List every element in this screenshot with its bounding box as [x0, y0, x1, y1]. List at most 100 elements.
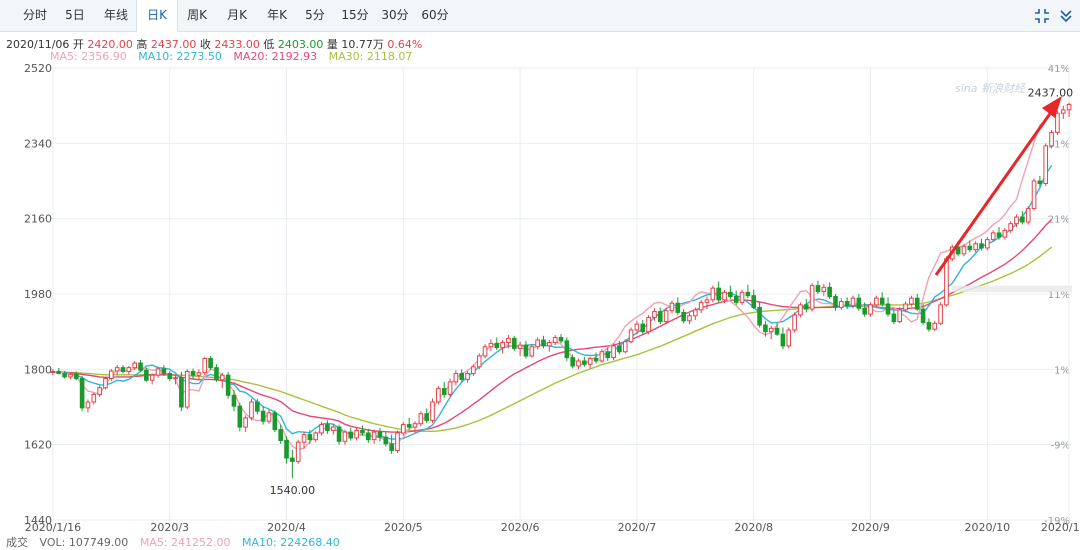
candle-body — [587, 357, 593, 365]
watermark-logo: sina 新浪财经 — [955, 82, 1026, 95]
chevron-down-icon[interactable] — [1058, 8, 1074, 24]
candle-body — [582, 360, 587, 365]
candle-body — [1025, 208, 1031, 223]
candle-body — [1002, 229, 1008, 238]
candle-body — [763, 324, 768, 333]
candle-body — [424, 413, 429, 421]
candle-body — [593, 357, 599, 362]
pct-tick-label: 31% — [1048, 139, 1070, 150]
candle-body — [833, 296, 838, 308]
ma10-legend: MA10: 2273.50 — [138, 50, 222, 63]
candle-body — [675, 302, 681, 313]
candle-body — [932, 322, 938, 330]
x-tick-label: 2020/3 — [150, 521, 189, 534]
pct-tick-label: 11% — [1048, 290, 1070, 301]
candle-body — [1043, 145, 1049, 185]
candle-body — [494, 342, 500, 349]
candle-body — [955, 246, 961, 255]
candle-body — [313, 432, 319, 441]
x-tick-label: 2020/7 — [618, 521, 657, 534]
candle-body — [716, 287, 721, 301]
candle-body — [803, 304, 809, 310]
candle-body — [657, 311, 663, 323]
candle-body — [73, 373, 79, 380]
y-tick-label: 1980 — [24, 288, 52, 301]
candle-body — [885, 303, 891, 315]
candle-body — [687, 315, 692, 322]
candle-body — [138, 362, 143, 371]
trend-arrow-head — [1042, 96, 1062, 118]
candle-body — [576, 360, 581, 367]
candle-body — [768, 327, 774, 333]
candle-body — [862, 307, 867, 315]
tab-intraday[interactable]: 分时 — [22, 8, 47, 22]
candle-body — [307, 434, 313, 441]
candle-body — [652, 311, 657, 318]
candle-body — [167, 373, 173, 380]
x-tick-label: 2020/4 — [267, 521, 306, 534]
tab-15min[interactable]: 15分 — [341, 8, 369, 22]
candle-body — [967, 245, 973, 251]
candle-body — [798, 304, 803, 316]
y-tick-label: 1440 — [24, 514, 52, 527]
candle-body — [745, 291, 751, 297]
candle-body — [511, 337, 517, 349]
x-tick-label: 2020/11/6 — [1041, 521, 1080, 534]
candle-body — [155, 368, 161, 376]
candle-body — [109, 370, 114, 380]
tab-5day[interactable]: 5日 — [65, 8, 85, 22]
candle-body — [126, 367, 132, 372]
candle-body — [295, 441, 301, 462]
candle-body — [360, 429, 365, 434]
candle-body — [611, 345, 616, 359]
pct-tick-label: 21% — [1048, 215, 1070, 226]
candle-body — [62, 373, 67, 378]
candle-body — [91, 393, 97, 403]
candle-body — [564, 340, 570, 359]
price-band — [952, 285, 1072, 292]
candle-body — [412, 423, 418, 428]
candle-body — [395, 432, 400, 452]
candle-body — [850, 297, 856, 307]
tab-daily-k[interactable]: 日K — [136, 0, 178, 32]
candle-body — [558, 337, 564, 342]
candle-body — [179, 377, 184, 408]
candle-body — [383, 436, 389, 445]
tab-weekly-k[interactable]: 周K — [187, 8, 207, 22]
candlestick-chart: 2520 41% 2340 31% 2160 21% 1980 11% 1800 1% 1620 -9… — [24, 62, 1080, 534]
pct-tick-label: -19% — [1044, 516, 1070, 527]
tab-yearly-k[interactable]: 年K — [267, 8, 287, 22]
ma30-line — [52, 246, 1053, 432]
candle-body — [68, 373, 73, 378]
info-vol: 10.77万 — [341, 38, 384, 51]
fullscreen-icon[interactable] — [1034, 8, 1050, 24]
tab-5min[interactable]: 5分 — [305, 8, 325, 22]
tab-year-line[interactable]: 年线 — [103, 8, 128, 22]
ohlc-info-line: 2020/11/06 开 2420.00 高 2437.00 收 2433.00… — [6, 36, 422, 52]
candle-body — [914, 297, 920, 310]
candle-body — [249, 401, 254, 419]
ma5-legend: MA5: 2356.90 — [50, 50, 127, 63]
candle-body — [342, 431, 348, 442]
candle-body — [844, 301, 850, 307]
info-low: 2403.00 — [277, 38, 324, 51]
candle-body — [237, 405, 243, 428]
tab-60min[interactable]: 60分 — [421, 8, 449, 22]
candle-body — [786, 329, 792, 347]
info-low-label: 低 — [263, 38, 275, 51]
candle-body — [161, 368, 167, 375]
candle-body — [1020, 216, 1025, 223]
candle-body — [319, 424, 324, 434]
candle-body — [897, 309, 903, 323]
candle-body — [1031, 180, 1037, 210]
y-tick-label: 2160 — [24, 213, 52, 226]
candle-body — [1066, 103, 1072, 111]
tab-monthly-k[interactable]: 月K — [227, 8, 247, 22]
candle-body — [430, 401, 435, 421]
tab-30min[interactable]: 30分 — [381, 8, 409, 22]
candle-body — [190, 370, 196, 376]
candle-body — [56, 370, 62, 375]
candle-body — [996, 232, 1002, 238]
x-tick-label: 2020/10 — [964, 521, 1010, 534]
candle-body — [693, 309, 698, 317]
